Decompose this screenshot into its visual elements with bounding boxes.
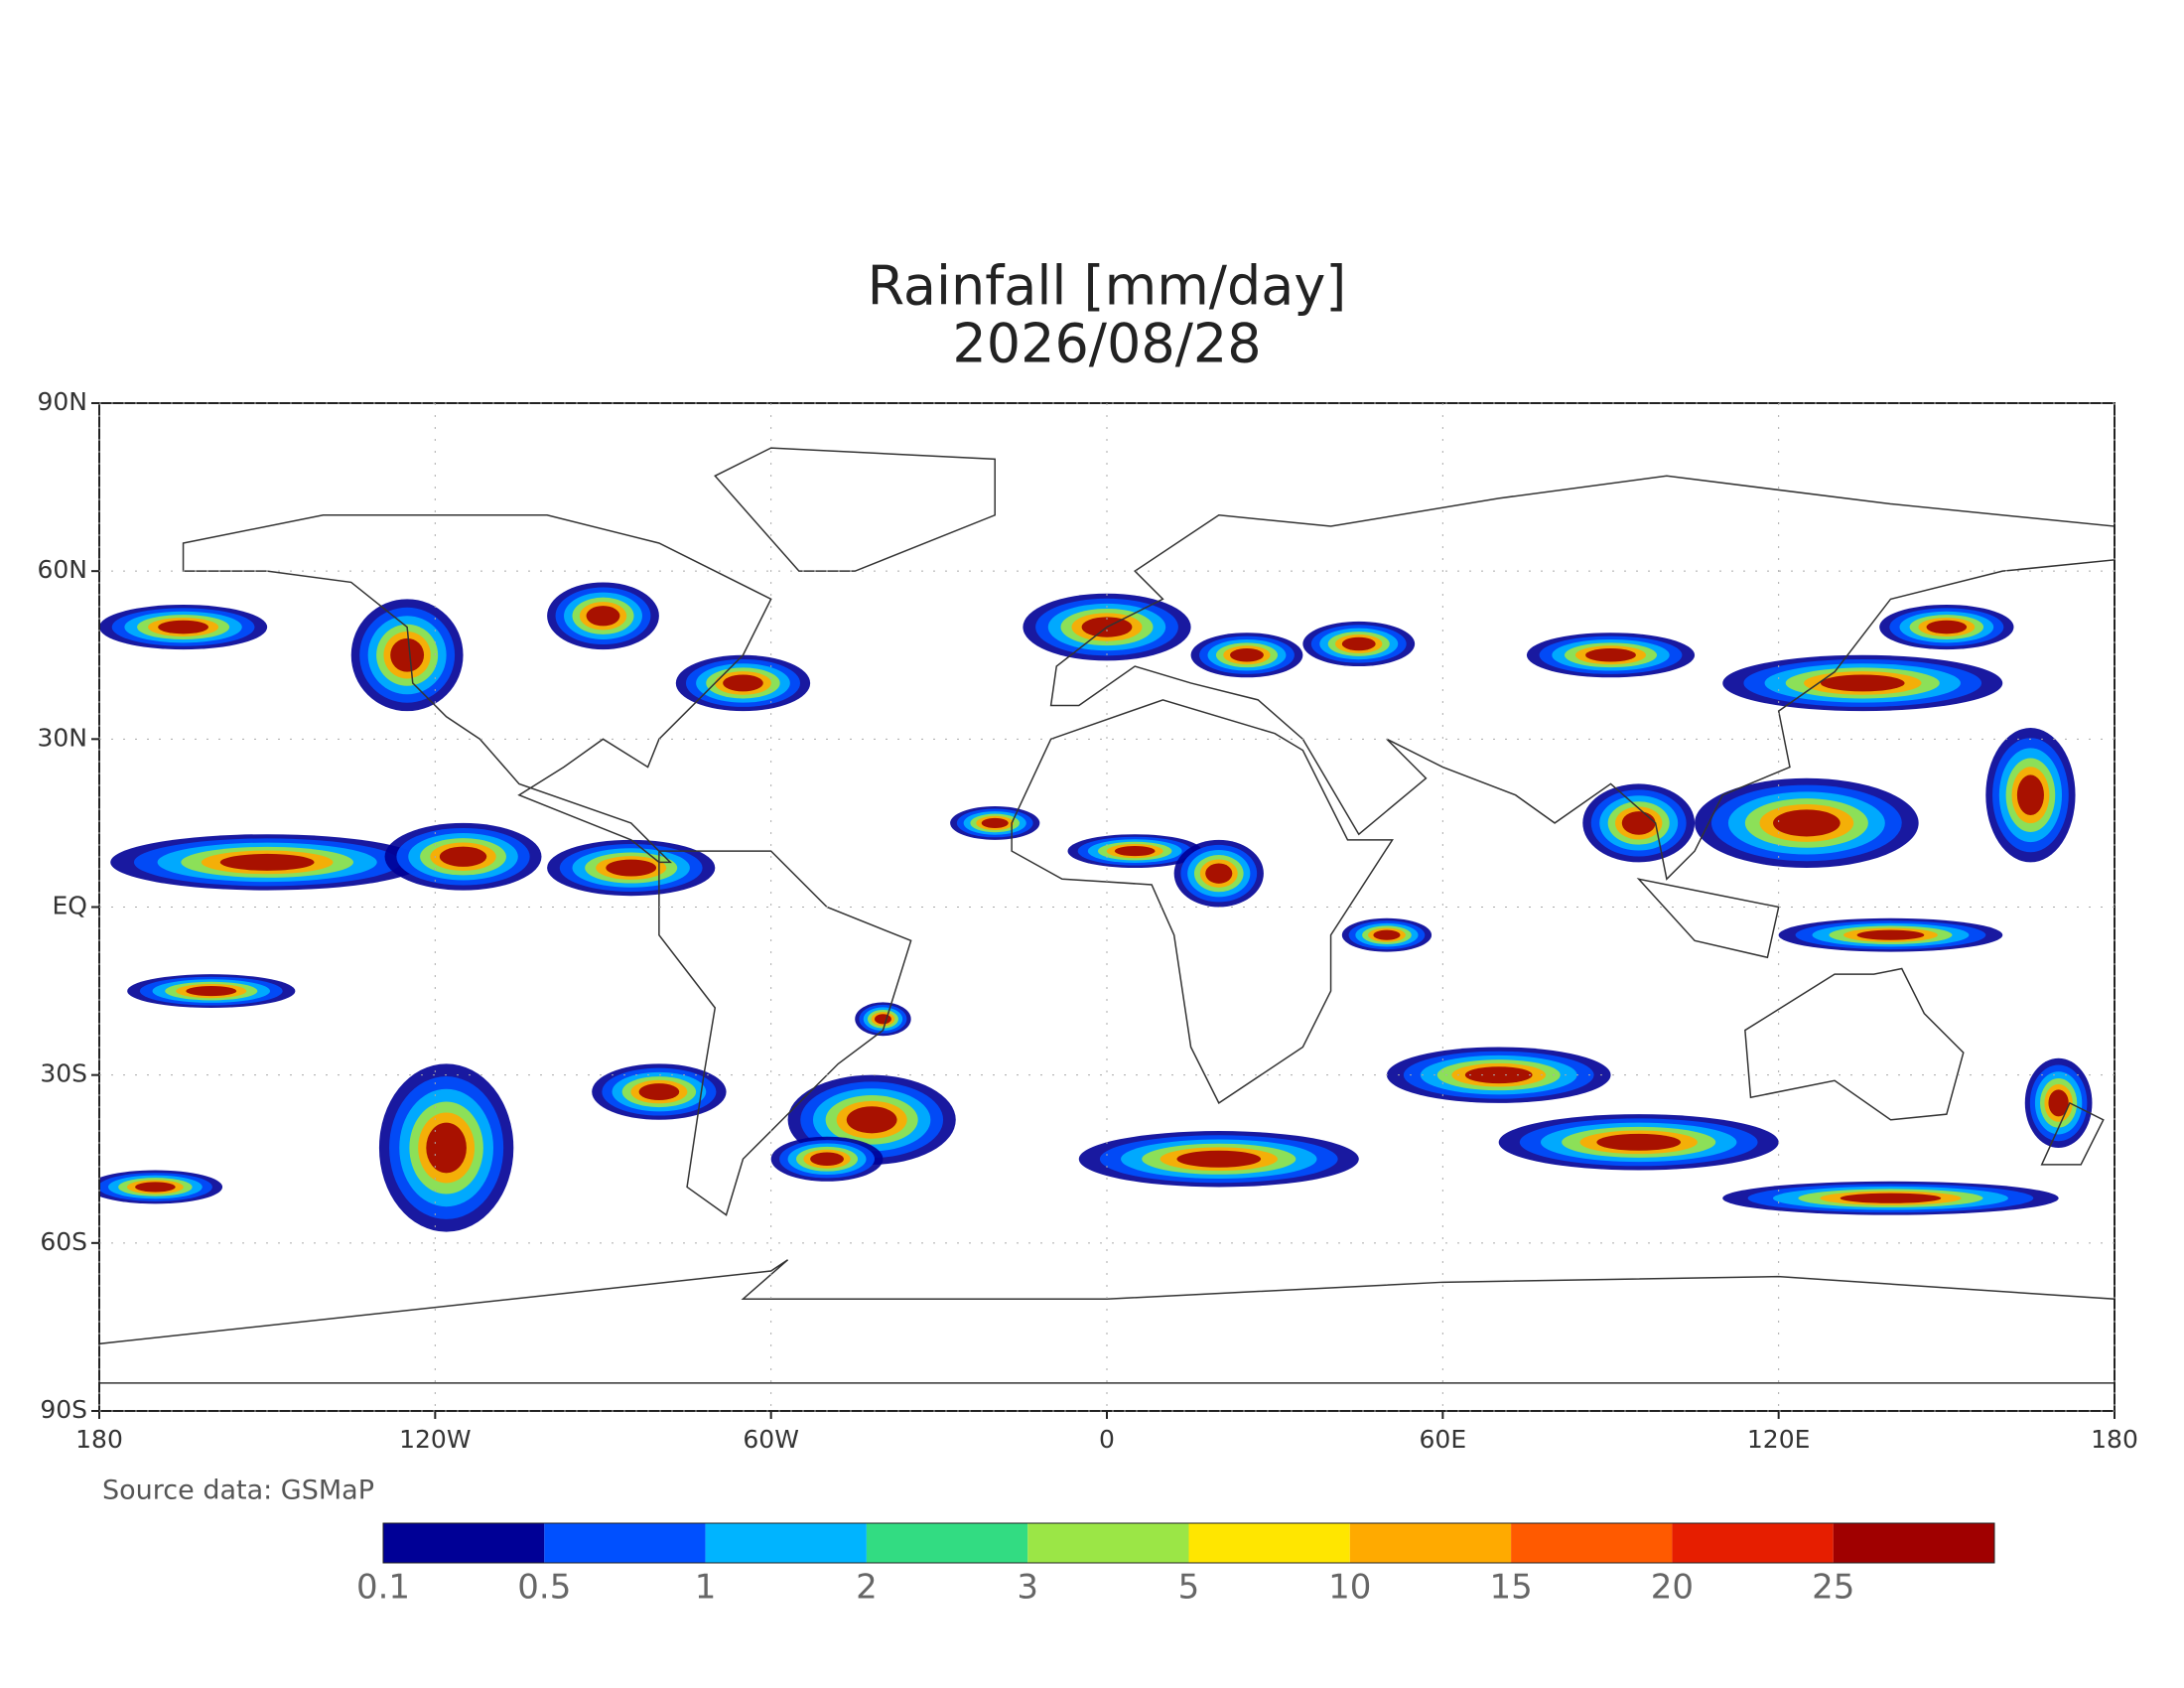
colorbar-label: 25 [1812, 1568, 1854, 1608]
map-title: Rainfall [mm/day] [868, 255, 1347, 318]
x-tick-label: 60W [743, 1425, 799, 1454]
y-tick-label: 60S [40, 1227, 87, 1256]
x-tick-label: 180 [2091, 1425, 2138, 1454]
y-tick-label: 30N [37, 723, 87, 752]
colorbar-label: 1 [695, 1568, 717, 1608]
rain-mask [99, 1242, 2115, 1411]
colorbar-swatch [705, 1523, 867, 1563]
rain-patch [1856, 929, 1925, 940]
colorbar-label: 20 [1651, 1568, 1694, 1608]
rain-patch [1820, 674, 1905, 692]
rain-patch [2016, 774, 2044, 816]
colorbar-swatch [1672, 1523, 1834, 1563]
rain-mask [0, 403, 99, 1411]
rain-patch [186, 986, 237, 997]
rain-patch [810, 1152, 844, 1167]
x-tick-label: 120W [399, 1425, 471, 1454]
colorbar-label: 0.5 [517, 1568, 571, 1608]
x-tick-label: 0 [1099, 1425, 1115, 1454]
rain-patch [158, 620, 208, 634]
coastlines [99, 448, 2115, 1383]
rain-patch [606, 859, 657, 877]
y-tick-label: 60N [37, 555, 87, 584]
rain-mask [2115, 403, 2184, 1411]
colorbar-label: 0.1 [356, 1568, 410, 1608]
rain-patch [219, 853, 315, 871]
source-note: Source data: GSMaP [102, 1476, 374, 1506]
colorbar-label: 2 [856, 1568, 878, 1608]
colorbar-swatch [1188, 1523, 1350, 1563]
x-tick-label: 120E [1747, 1425, 1811, 1454]
rain-patch [426, 1122, 467, 1174]
rain-patch [439, 846, 487, 867]
y-tick-label: 30S [40, 1059, 87, 1088]
rain-patch [1373, 929, 1401, 940]
rain-patch [1230, 647, 1264, 662]
rain-patch [723, 674, 763, 692]
rain-patch [1585, 647, 1636, 662]
rain-patch [981, 817, 1009, 828]
colorbar-label: 10 [1328, 1568, 1371, 1608]
rain-patch [1596, 1133, 1681, 1151]
rain-patch [1205, 863, 1233, 884]
rain-patch [1176, 1150, 1262, 1168]
colorbar-swatch [1027, 1523, 1189, 1563]
colorbar-swatch [544, 1523, 706, 1563]
colorbar-frame [382, 1522, 1995, 1564]
y-tick-label: EQ [53, 892, 87, 920]
colorbar-swatch [866, 1523, 1028, 1563]
rain-patch [1621, 811, 1656, 835]
rain-patch [586, 606, 620, 627]
colorbar-swatch [1833, 1523, 1994, 1563]
colorbar-swatch [1349, 1523, 1512, 1563]
colorbar-label: 3 [1017, 1568, 1038, 1608]
colorbar-swatch [383, 1523, 545, 1563]
rain-patch [135, 1182, 176, 1193]
y-tick-label: 90S [40, 1395, 87, 1424]
colorbar-swatch [1511, 1523, 1673, 1563]
y-tick-label: 90N [37, 387, 87, 416]
rain-patch [1926, 620, 1968, 634]
rain-patch [874, 1014, 891, 1025]
rain-patch [1341, 636, 1376, 651]
rain-patch [390, 637, 425, 672]
rain-patch [2048, 1089, 2069, 1117]
rain-patch [1114, 846, 1156, 857]
colorbar-label: 5 [1178, 1568, 1200, 1608]
rain-patch [1840, 1193, 1942, 1203]
rain-patch [1464, 1066, 1533, 1084]
x-tick-label: 60E [1420, 1425, 1467, 1454]
rain-patch [1773, 809, 1841, 837]
rain-patch [846, 1106, 897, 1134]
rain-patch [638, 1083, 680, 1101]
x-tick-label: 180 [75, 1425, 123, 1454]
map-subtitle: 2026/08/28 [952, 313, 1261, 375]
colorbar-label: 15 [1489, 1568, 1532, 1608]
